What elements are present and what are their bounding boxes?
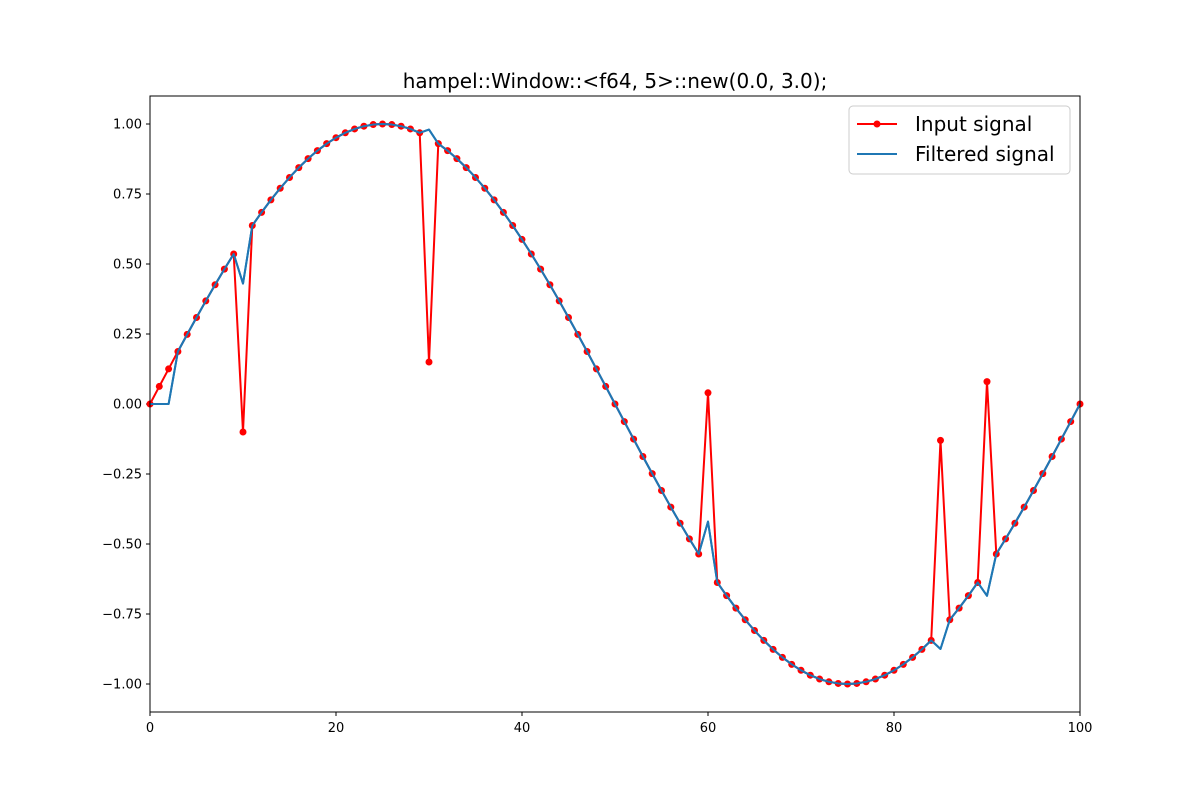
legend: Input signal Filtered signal — [848, 105, 1071, 175]
data-point — [937, 436, 944, 444]
series-layer — [146, 120, 1084, 688]
legend-label-filtered: Filtered signal — [915, 142, 1055, 166]
x-tick-label: 0 — [146, 721, 154, 736]
y-tick-label: −0.25 — [102, 468, 142, 483]
data-point — [239, 428, 247, 436]
series-line-filtered-signal-overlay — [150, 123, 1081, 685]
x-tick-label: 80 — [886, 721, 903, 736]
data-point — [983, 378, 991, 386]
y-tick-label: 1.00 — [113, 118, 142, 133]
y-tick-label: 0.50 — [113, 258, 142, 273]
data-point — [155, 382, 163, 390]
chart-title: hampel::Window::<f64, 5>::new(0.0, 3.0); — [403, 69, 828, 93]
x-tick-label: 40 — [514, 721, 531, 736]
y-tick-label: 0.00 — [113, 398, 142, 413]
legend-marker-input — [873, 120, 881, 128]
y-axis-ticks: −1.00 −0.75 −0.50 −0.25 0.00 0.25 0.50 0.75 1.00 — [102, 118, 150, 693]
x-tick-label: 20 — [328, 721, 345, 736]
x-axis-ticks: 0 20 40 60 80 100 — [146, 712, 1093, 736]
legend-box — [848, 105, 1071, 175]
plot-frame — [149, 95, 1081, 713]
y-tick-label: 0.75 — [113, 188, 142, 203]
x-tick-label: 60 — [700, 721, 717, 736]
y-tick-label: −0.75 — [102, 608, 142, 623]
data-point — [165, 365, 173, 373]
data-point — [704, 389, 712, 397]
y-tick-label: −0.50 — [102, 538, 142, 553]
data-point — [425, 358, 433, 366]
x-tick-label: 100 — [1068, 721, 1093, 736]
y-tick-label: −1.00 — [102, 678, 142, 693]
legend-label-input: Input signal — [915, 112, 1032, 136]
y-tick-label: 0.25 — [113, 328, 142, 343]
